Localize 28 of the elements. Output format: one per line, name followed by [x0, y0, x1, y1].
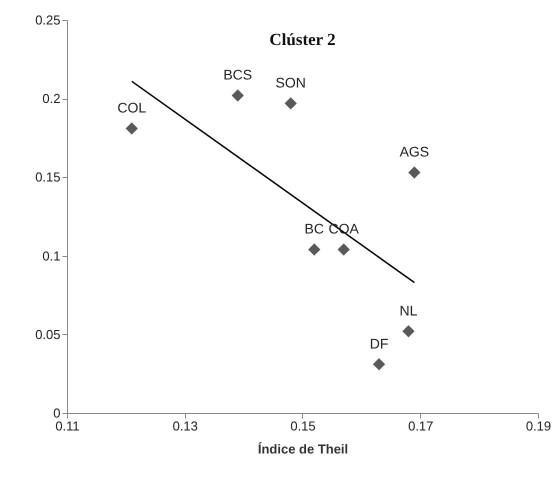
point	[402, 325, 415, 338]
annotation: NL	[400, 302, 418, 318]
point	[408, 166, 420, 179]
y-tick-label: 0.25	[35, 12, 60, 28]
x-tick-label: 0.13	[172, 418, 198, 434]
annotation: BCS	[223, 66, 252, 82]
point	[372, 358, 386, 370]
point	[284, 97, 297, 110]
annotation: DF	[370, 335, 388, 352]
y-tick-label: 0.05	[35, 326, 60, 342]
y-tick-label: 0.1	[42, 248, 60, 264]
x-tick-label: 0.19	[526, 418, 552, 434]
point	[126, 122, 138, 135]
y-tick-label: 0.15	[35, 170, 60, 185]
annotation: SON	[276, 74, 306, 90]
point	[308, 243, 320, 256]
point	[338, 243, 350, 256]
annotation: BC	[304, 220, 324, 237]
point	[232, 89, 244, 102]
y-tick-label: 0.2	[42, 91, 60, 106]
x-axis-title: Índice de Theil	[258, 442, 348, 456]
text: Clúster 2	[269, 30, 336, 49]
y-tick-label: 0	[53, 406, 60, 420]
x-tick-label: 0.17	[408, 418, 434, 434]
annotation: COL	[117, 99, 146, 116]
x-tick-label: 0.15	[290, 418, 316, 434]
annotation: AGS	[400, 143, 430, 160]
x-tick-label: 0.11	[55, 418, 80, 434]
